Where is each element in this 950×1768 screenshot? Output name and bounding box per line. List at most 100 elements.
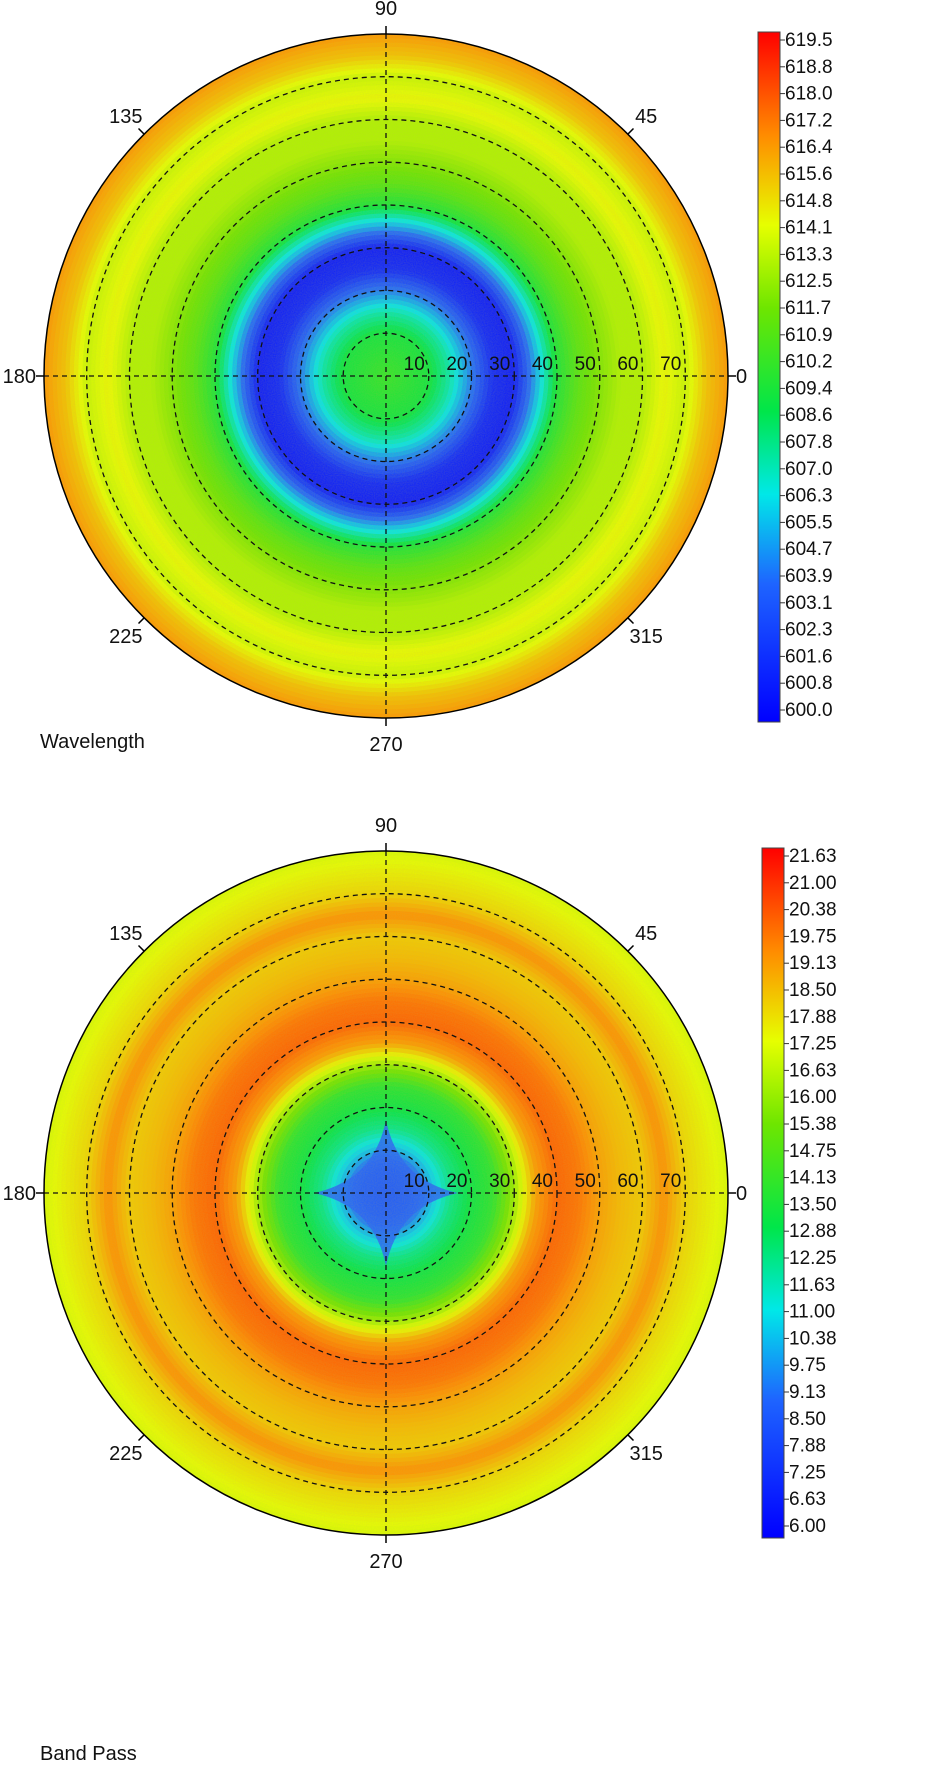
angle-tick: [627, 617, 635, 625]
colorbar-tick-label: 609.4: [785, 378, 833, 399]
angle-label: 180: [3, 366, 36, 388]
radial-tick-label: 20: [446, 1171, 467, 1192]
colorbar-tick-label: 13.50: [789, 1194, 837, 1215]
colorbar-tick-label: 604.7: [785, 539, 833, 560]
colorbar-tick-label: 615.6: [785, 164, 833, 185]
colorbar-tick-label: 611.7: [785, 298, 831, 319]
angle-label: 225: [109, 626, 142, 648]
radial-tick-label: 40: [532, 1171, 553, 1192]
colorbar-tick-label: 17.88: [789, 1007, 837, 1028]
colorbar-tick-label: 7.88: [789, 1436, 826, 1457]
colorbar-tick-label: 606.3: [785, 486, 833, 507]
colorbar-tick-label: 10.38: [789, 1328, 837, 1349]
angle-label: 315: [630, 1443, 663, 1465]
colorbar-tick-label: 18.50: [789, 980, 837, 1001]
colorbar-tick-label: 8.50: [789, 1409, 826, 1430]
colorbar-tick-label: 602.3: [785, 620, 833, 641]
polar-grid: 10 20 30 40 50 60 70 0 45 90 135 180 225 270 315: [3, 815, 748, 1573]
colorbar-tick-label: 6.00: [789, 1516, 826, 1537]
colorbar-tick-label: 12.25: [789, 1248, 837, 1269]
colorbar-tick-label: 607.8: [785, 432, 833, 453]
radial-tick-label: 10: [404, 354, 425, 375]
chart-title: Wavelength: [40, 731, 145, 753]
colorbar-tick-label: 601.6: [785, 646, 833, 667]
colorbar-tick-label: 17.25: [789, 1034, 837, 1055]
colorbar-tick-label: 9.13: [789, 1382, 826, 1403]
colorbar-tick-label: 613.3: [785, 244, 833, 265]
radial-grid-ring: [171, 978, 601, 1408]
band-pass-polar-chart: 10 20 30 40 50 60 70 0 45 90 135 180 225 270 315 Band …: [3, 815, 837, 1765]
angle-label: 315: [630, 626, 663, 648]
colorbar-tick-label: 19.75: [789, 926, 837, 947]
angle-label: 180: [3, 1183, 36, 1205]
angle-tick: [627, 127, 635, 135]
colorbar-tick-label: 600.8: [785, 673, 833, 694]
colorbar-scale: [757, 31, 781, 723]
colorbar-tick-label: 9.75: [789, 1355, 826, 1376]
angle-tick: [137, 944, 145, 952]
angle-label: 90: [375, 0, 397, 20]
colorbar-tick-label: 16.63: [789, 1060, 837, 1081]
radial-tick-label: 50: [575, 354, 596, 375]
radial-tick-label: 20: [446, 354, 467, 375]
colorbar-tick-label: 605.5: [785, 512, 833, 533]
wavelength-polar-chart: 10 20 30 40 50 60 70 0 45 90 135 180 225 270 315 Wavel…: [3, 0, 833, 756]
radial-tick-label: 30: [489, 1171, 510, 1192]
colorbar-tick-label: 20.38: [789, 900, 837, 921]
colorbar-tick-label: 618.8: [785, 57, 833, 78]
colorbar-tick-label: 7.25: [789, 1462, 826, 1483]
angle-tick: [627, 1434, 635, 1442]
angle-label: 135: [109, 106, 142, 128]
angle-label: 45: [635, 106, 657, 128]
colorbar-ticks: 21.63 21.00 20.38 19.75 19.13 18.50 17.88 17.25…: [784, 846, 837, 1537]
colorbar-tick-label: 15.38: [789, 1114, 837, 1135]
colorbar-tick-label: 19.13: [789, 953, 837, 974]
colorbar-ticks: 619.5 618.8 618.0 617.2 616.4 615.6 614.8 614.1…: [780, 30, 833, 721]
polar-grid: 10 20 30 40 50 60 70 0 45 90 135 180 225 270 315: [3, 0, 748, 756]
colorbar-tick-label: 11.63: [789, 1275, 835, 1296]
radial-tick-label: 40: [532, 354, 553, 375]
angle-label: 270: [369, 1551, 402, 1573]
colorbar-tick-label: 12.88: [789, 1221, 837, 1242]
colorbar-tick-label: 610.9: [785, 325, 833, 346]
colorbar-tick-label: 614.1: [785, 218, 833, 239]
angle-label: 0: [736, 366, 747, 388]
colorbar-tick-label: 21.63: [789, 846, 837, 867]
radial-tick-label: 70: [660, 354, 681, 375]
colorbar-tick-label: 612.5: [785, 271, 833, 292]
colorbar-tick-label: 614.8: [785, 191, 833, 212]
colorbar-tick-label: 603.1: [785, 593, 833, 614]
colorbar-tick-label: 6.63: [789, 1489, 826, 1510]
colorbar-scale: [761, 847, 785, 1539]
radial-tick-label: 60: [617, 354, 638, 375]
polar-outline: [43, 33, 729, 719]
colorbar-tick-label: 617.2: [785, 110, 833, 131]
radial-tick-label: 10: [404, 1171, 425, 1192]
colorbar-tick-label: 619.5: [785, 30, 833, 51]
radial-tick-label: 50: [575, 1171, 596, 1192]
polar-outline: [43, 850, 729, 1536]
colorbar-tick-label: 21.00: [789, 873, 837, 894]
angle-tick: [137, 127, 145, 135]
angle-tick: [627, 944, 635, 952]
radial-tick-label: 70: [660, 1171, 681, 1192]
colorbar: 619.5 618.8 618.0 617.2 616.4 615.6 614.8 614.1…: [757, 30, 833, 723]
colorbar: 21.63 21.00 20.38 19.75 19.13 18.50 17.88 17.25…: [761, 846, 837, 1539]
colorbar-tick-label: 616.4: [785, 137, 833, 158]
angle-tick: [137, 1434, 145, 1442]
angle-label: 0: [736, 1183, 747, 1205]
colorbar-tick-label: 603.9: [785, 566, 833, 587]
angle-label: 135: [109, 923, 142, 945]
angle-label: 45: [635, 923, 657, 945]
colorbar-tick-label: 607.0: [785, 459, 833, 480]
radial-tick-label: 60: [617, 1171, 638, 1192]
colorbar-tick-label: 14.13: [789, 1168, 837, 1189]
angle-label: 90: [375, 815, 397, 837]
colorbar-tick-label: 16.00: [789, 1087, 837, 1108]
colorbar-tick-label: 14.75: [789, 1141, 837, 1162]
colorbar-tick-label: 608.6: [785, 405, 833, 426]
colorbar-tick-label: 600.0: [785, 700, 833, 721]
radial-grid-ring: [171, 161, 601, 591]
angle-label: 270: [369, 734, 402, 756]
